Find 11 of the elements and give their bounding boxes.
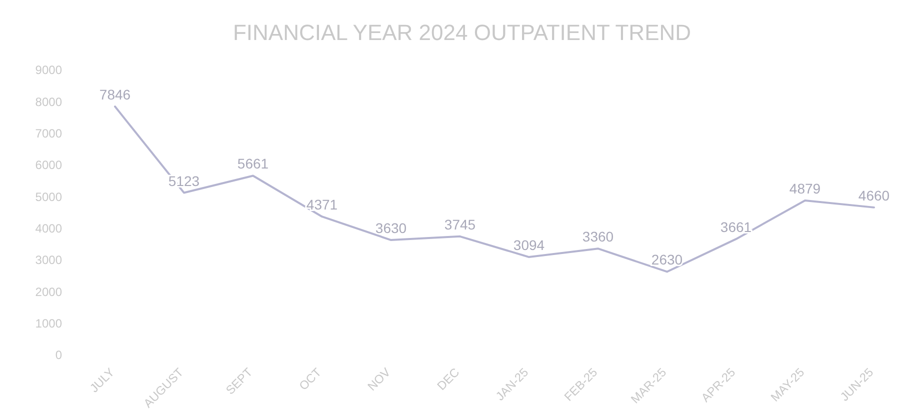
data-label: 7846 xyxy=(99,86,131,103)
data-label: 4879 xyxy=(789,180,821,196)
data-label: 3630 xyxy=(375,220,407,236)
data-label: 5661 xyxy=(237,156,269,172)
data-label: 4371 xyxy=(306,196,338,213)
data-label: 3360 xyxy=(582,228,614,245)
data-label: 2630 xyxy=(651,252,683,268)
data-label: 3745 xyxy=(444,216,476,232)
data-label: 4660 xyxy=(858,187,890,204)
data-label: 3661 xyxy=(720,219,752,236)
data-label: 3094 xyxy=(513,237,545,254)
